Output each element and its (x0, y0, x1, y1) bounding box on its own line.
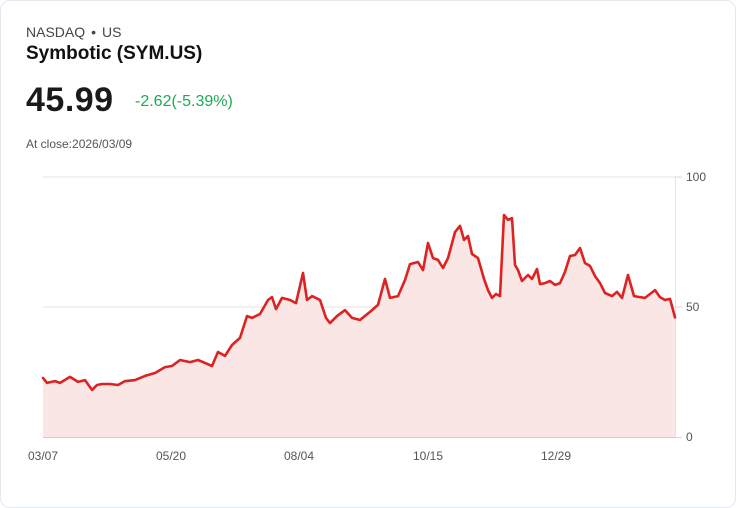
y-tick-50: 50 (686, 300, 700, 314)
close-date: At close:2026/03/09 (26, 137, 133, 151)
y-tick-0: 0 (686, 430, 693, 444)
x-tick-0804: 08/04 (284, 449, 314, 463)
y-axis: 100 50 0 (686, 170, 706, 444)
x-tick-1015: 10/15 (413, 449, 443, 463)
price-line (41, 213, 677, 392)
exchange-name: NASDAQ (26, 24, 86, 40)
x-tick-0307: 03/07 (28, 449, 58, 463)
separator-dot: • (91, 24, 97, 40)
x-tick-1229: 12/29 (541, 449, 571, 463)
exchange-line: NASDAQ • US (26, 24, 121, 40)
region-label: US (102, 24, 122, 40)
y-tick-100: 100 (686, 170, 706, 184)
stock-title: Symbotic (SYM.US) (26, 43, 203, 64)
stock-price: 45.99 (26, 81, 114, 119)
price-change: -2.62(-5.39%) (135, 93, 233, 110)
x-axis: 03/07 05/20 08/04 10/15 12/29 (28, 449, 571, 463)
x-tick-0520: 05/20 (156, 449, 186, 463)
